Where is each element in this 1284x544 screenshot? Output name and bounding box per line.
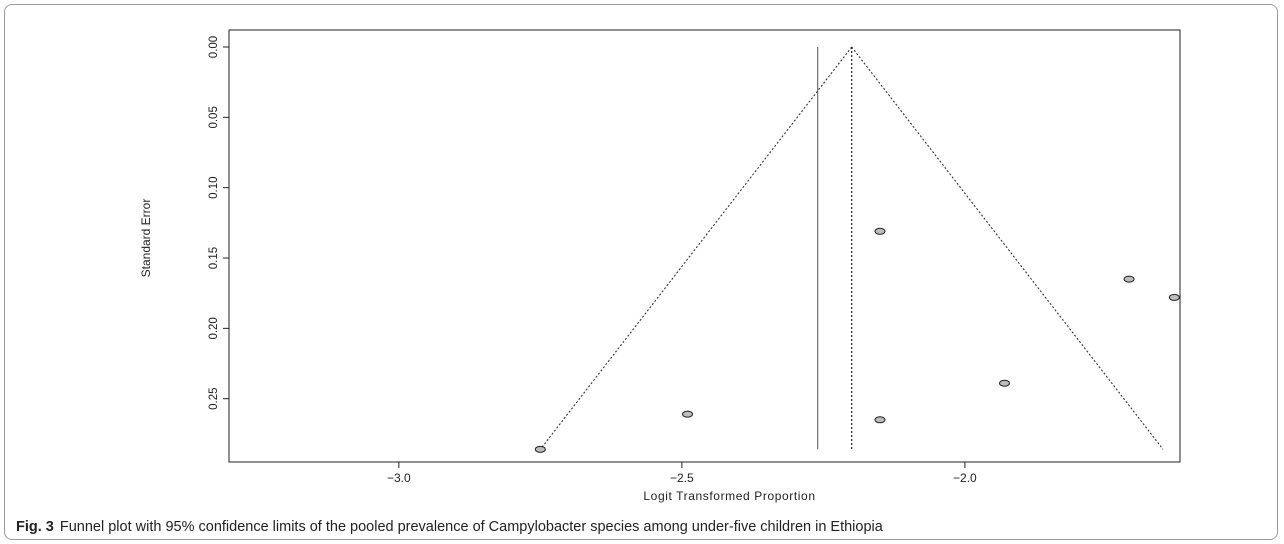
x-axis-label: Logit Transformed Proportion: [643, 489, 815, 503]
study-point: [534, 445, 546, 453]
x-tick-label: −2.5: [670, 471, 694, 485]
study-point: [1123, 275, 1135, 283]
study-point: [874, 416, 886, 424]
plot-area: [228, 29, 1181, 463]
y-axis-label: Standard Error: [139, 199, 153, 278]
y-tick-label: 0.05: [208, 106, 220, 128]
funnel-left-limit: [539, 46, 853, 450]
study-point: [999, 379, 1011, 387]
funnel-plot: −3.0 −2.5 −2.0 0.00 0.05 0.10 0.15 0.20 0.25 Log…: [139, 29, 1181, 503]
caption-label: Fig. 3: [16, 519, 54, 535]
y-tick-label: 0.00: [208, 36, 220, 58]
y-tick-label: 0.10: [208, 176, 220, 198]
caption-text: Funnel plot with 95% confidence limits o…: [59, 519, 883, 535]
y-tick-label: 0.15: [208, 247, 220, 269]
x-tick-label: −2.0: [953, 471, 977, 485]
x-tick-label: −3.0: [387, 471, 411, 485]
study-point: [1168, 293, 1180, 301]
y-tick-label: 0.20: [208, 317, 220, 339]
study-point: [682, 410, 694, 418]
study-point: [874, 227, 886, 235]
figure-frame: [4, 4, 1278, 540]
funnel-right-limit: [851, 46, 1164, 450]
figure-caption: Fig. 3 Funnel plot with 95% confidence li…: [16, 519, 1266, 535]
y-tick-label: 0.25: [208, 387, 220, 409]
